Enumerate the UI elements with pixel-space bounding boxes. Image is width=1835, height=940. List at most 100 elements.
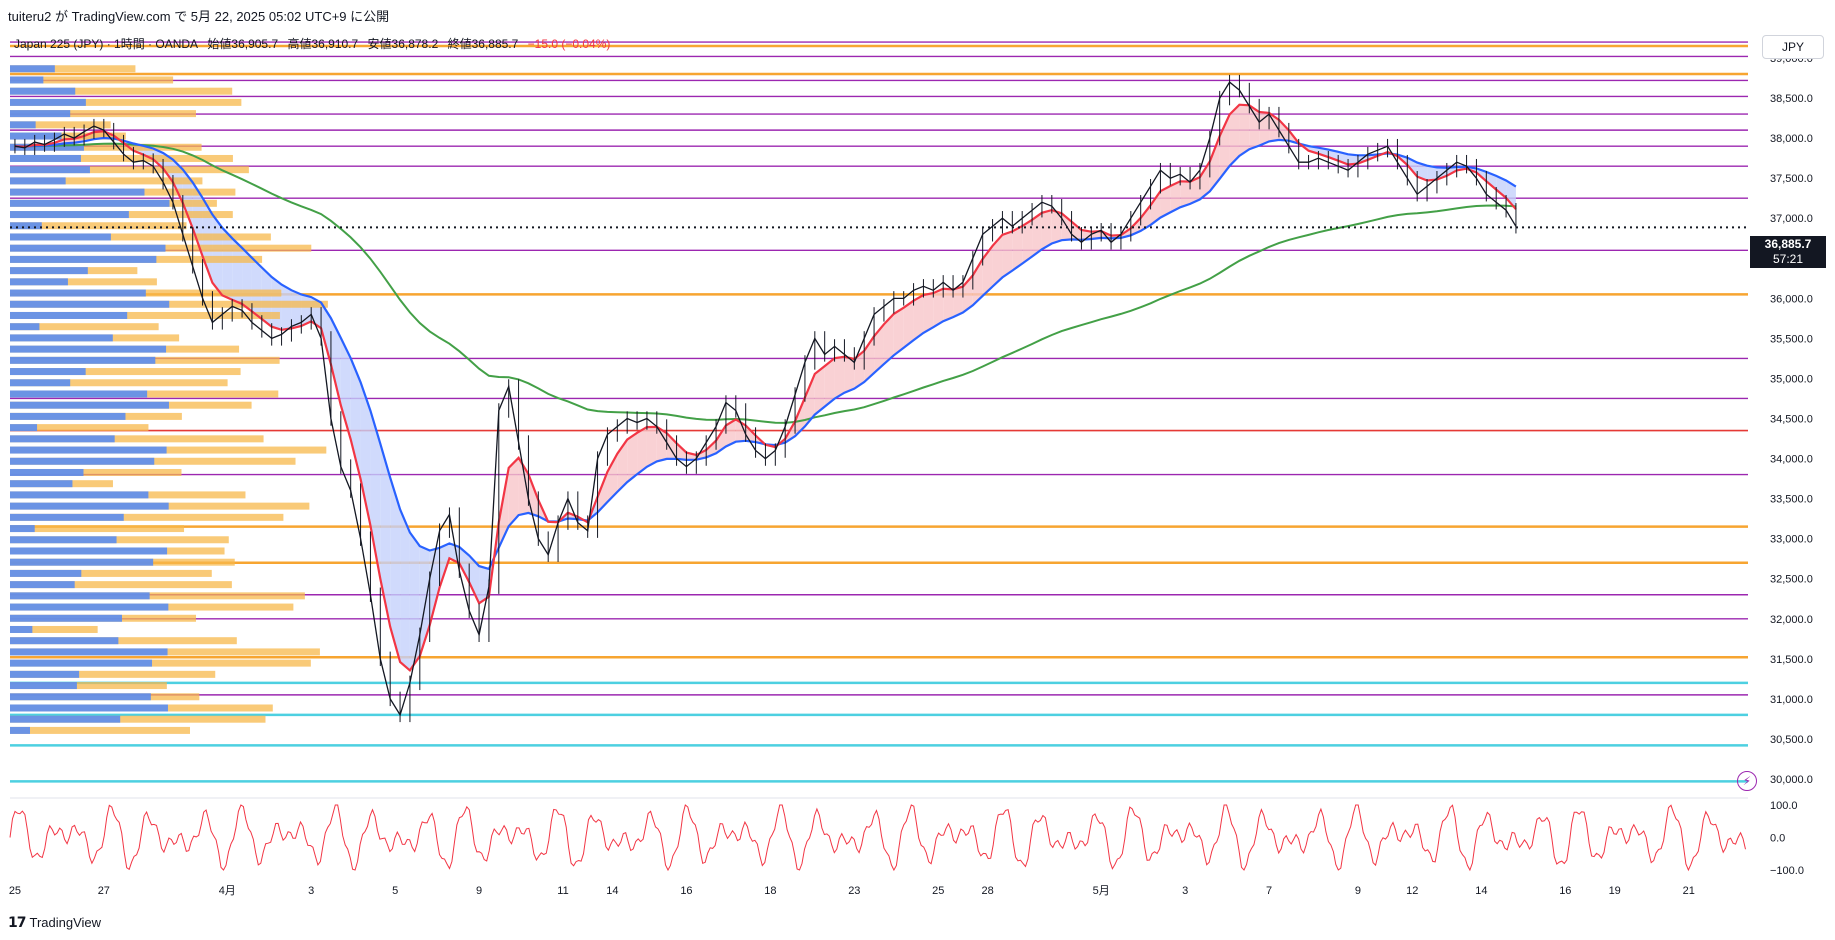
volume-profile-bar-up bbox=[10, 424, 38, 432]
ma-cloud-segment bbox=[597, 471, 608, 513]
ma-cloud-segment bbox=[716, 425, 726, 454]
volume-profile-bar-up bbox=[10, 491, 149, 499]
volume-profile-bar-up bbox=[10, 648, 168, 656]
volume-profile-bar-down bbox=[10, 177, 203, 185]
volume-profile-bar-up bbox=[10, 267, 88, 275]
ma-cloud-segment bbox=[508, 457, 519, 527]
ma-cloud-segment bbox=[261, 267, 272, 327]
ma-cloud-segment bbox=[1486, 171, 1497, 190]
symbol-name: Japan 225 (JPY) · 1時間 · OANDA bbox=[14, 37, 199, 51]
y-tick-label: 34,500.0 bbox=[1770, 414, 1813, 426]
x-tick-label: 21 bbox=[1683, 885, 1695, 897]
change-value: −15.0 (−0.04%) bbox=[527, 37, 611, 51]
volume-profile-bar-down bbox=[10, 513, 284, 521]
ma-cloud-segment bbox=[528, 474, 539, 517]
volume-profile-bar-up bbox=[10, 726, 30, 734]
ma-cloud-segment bbox=[913, 294, 924, 341]
volume-profile-bar-up bbox=[10, 480, 73, 488]
volume-profile-bar-up bbox=[10, 558, 154, 566]
volume-profile-bar-up bbox=[10, 132, 62, 140]
x-tick-label: 25 bbox=[9, 885, 21, 897]
volume-profile-bar-up bbox=[10, 715, 121, 723]
ma-cloud-segment bbox=[795, 397, 805, 437]
volume-profile-bar-up bbox=[10, 87, 76, 95]
x-tick-label: 28 bbox=[982, 885, 994, 897]
ma-cloud-segment bbox=[943, 288, 954, 322]
volume-profile-bar-up bbox=[10, 603, 169, 611]
low-value: 安値36,878.2 bbox=[367, 37, 439, 51]
ma-cloud-segment bbox=[804, 373, 815, 427]
volume-profile-bar-down bbox=[10, 76, 174, 84]
volume-profile-bar-up bbox=[10, 659, 153, 667]
volume-profile-bar-up bbox=[10, 177, 66, 185]
volume-profile-bar-down bbox=[10, 323, 159, 331]
volume-profile-bar-up bbox=[10, 356, 156, 364]
ma-cloud-segment bbox=[656, 426, 667, 462]
volume-profile-bar-up bbox=[10, 536, 117, 544]
volume-profile-bar-down bbox=[10, 222, 187, 230]
ma-cloud-segment bbox=[400, 509, 410, 671]
ma-cloud-segment bbox=[1417, 162, 1428, 181]
volume-profile-bar-up bbox=[10, 345, 167, 353]
x-tick-label: 23 bbox=[848, 885, 860, 897]
last-price: 36,885.7 bbox=[1764, 237, 1812, 251]
x-tick-label: 16 bbox=[1559, 885, 1571, 897]
ma-cloud-segment bbox=[1150, 191, 1161, 225]
y-tick-label: 30,000.0 bbox=[1770, 774, 1813, 786]
volume-profile-bar-up bbox=[10, 525, 35, 533]
ma-cloud-segment bbox=[972, 258, 983, 306]
y-tick-label: 33,500.0 bbox=[1770, 494, 1813, 506]
ma-cloud-segment bbox=[439, 543, 450, 588]
ma-cloud-segment bbox=[390, 477, 401, 663]
ma-cloud-segment bbox=[291, 290, 302, 329]
currency-button[interactable]: JPY bbox=[1762, 35, 1824, 59]
ma-cloud-segment bbox=[646, 426, 657, 467]
ma-cloud-segment bbox=[874, 324, 884, 373]
volume-profile-bar-up bbox=[10, 569, 82, 577]
lightning-icon[interactable]: ⚡ bbox=[1737, 771, 1757, 791]
ma-cloud-segment bbox=[883, 313, 894, 365]
ma-cloud-segment bbox=[725, 419, 736, 447]
ma-cloud-segment bbox=[893, 307, 904, 356]
ma-cloud-segment bbox=[933, 288, 944, 328]
volume-profile-bar-up bbox=[10, 468, 84, 476]
x-tick-label: 14 bbox=[1475, 885, 1487, 897]
y-tick-label: 31,000.0 bbox=[1770, 694, 1813, 706]
volume-profile-bar-up bbox=[10, 222, 42, 230]
y-tick-label: 38,500.0 bbox=[1770, 93, 1813, 105]
ma-cloud-segment bbox=[459, 547, 470, 583]
ma-cloud-segment bbox=[854, 350, 865, 389]
x-tick-label: 5月 bbox=[1093, 885, 1110, 897]
volume-profile-bar-up bbox=[10, 98, 86, 106]
oscillator-tick-label: −100.0 bbox=[1770, 865, 1804, 877]
volume-profile-bar-down bbox=[10, 311, 280, 319]
volume-profile-bar-up bbox=[10, 199, 170, 207]
ma-cloud-segment bbox=[1160, 185, 1171, 218]
volume-profile-bar-down bbox=[10, 379, 228, 387]
x-tick-label: 25 bbox=[932, 885, 944, 897]
volume-profile-bar-up bbox=[10, 323, 40, 331]
volume-profile-bar-up bbox=[10, 300, 170, 308]
ma-cloud-segment bbox=[1022, 219, 1033, 264]
volume-profile-bar-down bbox=[10, 525, 185, 533]
y-tick-label: 33,000.0 bbox=[1770, 534, 1813, 546]
ma-cloud-segment bbox=[1249, 105, 1260, 150]
volume-profile-bar-down bbox=[10, 659, 311, 667]
x-tick-label: 9 bbox=[1355, 885, 1361, 897]
x-tick-label: 16 bbox=[680, 885, 692, 897]
ma-cloud-segment bbox=[953, 286, 963, 318]
ma-cloud-segment bbox=[1209, 136, 1220, 192]
volume-profile-bar-up bbox=[10, 457, 155, 465]
y-tick-label: 35,000.0 bbox=[1770, 373, 1813, 385]
volume-profile-bar-down bbox=[10, 715, 266, 723]
close-value: 終値36,885.7 bbox=[447, 37, 519, 51]
brand-name: TradingView bbox=[29, 915, 102, 930]
publish-header: tuiteru2 が TradingView.com で 5月 22, 2025… bbox=[8, 9, 390, 24]
volume-profile-bar-up bbox=[10, 334, 113, 342]
ma-cloud-segment bbox=[844, 356, 855, 393]
ma-cloud-segment bbox=[330, 318, 341, 406]
volume-profile-bar-up bbox=[10, 233, 111, 241]
bar-countdown: 57:21 bbox=[1772, 252, 1804, 266]
volume-profile-bar-down bbox=[10, 569, 212, 577]
